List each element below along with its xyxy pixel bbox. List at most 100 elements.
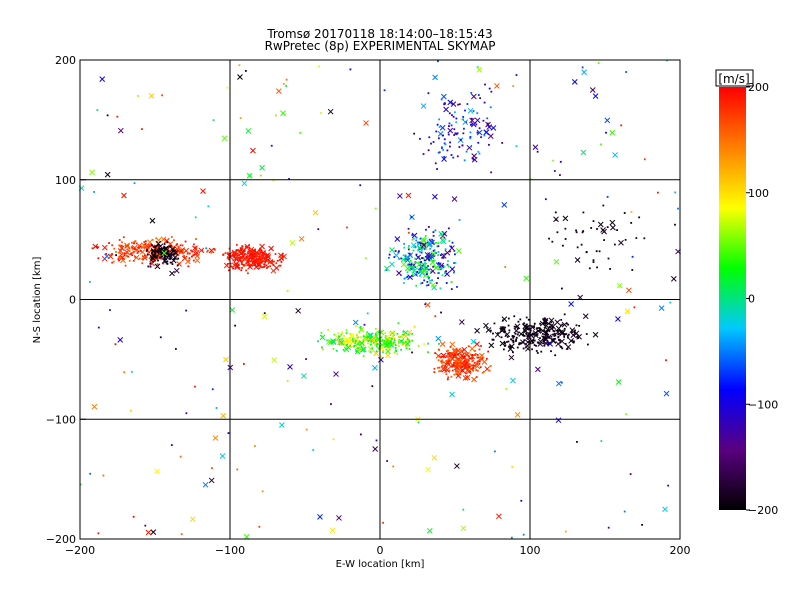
scatter-point	[445, 282, 448, 284]
scatter-point	[488, 87, 491, 90]
scatter-point	[134, 240, 137, 243]
x-axis-label: E-W location [km]	[336, 559, 425, 570]
scatter-point	[162, 262, 165, 265]
scatter-point-cross	[508, 343, 515, 350]
scatter-point	[410, 216, 413, 219]
scatter-point	[375, 332, 378, 335]
scatter-point	[167, 247, 170, 250]
scatter-point	[429, 279, 431, 282]
scatter-point	[344, 345, 347, 348]
scatter-point	[115, 250, 117, 253]
scatter-point-cross	[483, 129, 490, 136]
scatter-point	[346, 343, 348, 346]
scatter-point	[424, 303, 427, 306]
scatter-point	[426, 281, 429, 283]
scatter-point	[438, 342, 440, 345]
scatter-point	[452, 156, 455, 159]
scatter-point	[252, 252, 255, 255]
scatter-point	[371, 340, 374, 342]
scatter-point	[438, 126, 441, 128]
scatter-point	[453, 250, 456, 252]
scatter-point	[565, 322, 568, 325]
scatter-point	[336, 338, 339, 341]
scatter-point	[400, 257, 403, 260]
scatter-point	[166, 263, 169, 265]
scatter-point	[631, 255, 634, 258]
scatter-point	[480, 136, 482, 139]
scatter-point	[437, 245, 440, 248]
scatter-point	[364, 257, 367, 260]
scatter-point	[156, 252, 158, 255]
scatter-point	[629, 473, 632, 475]
scatter-point	[529, 329, 532, 332]
scatter-point	[317, 340, 319, 343]
scatter-point	[110, 253, 113, 256]
scatter-point	[515, 325, 518, 328]
scatter-point	[247, 261, 250, 264]
scatter-point	[522, 347, 525, 350]
scatter-point-cross	[136, 243, 143, 249]
scatter-point	[238, 266, 241, 269]
scatter-point-cross	[289, 239, 296, 246]
scatter-point	[455, 362, 458, 365]
scatter-point-cross	[101, 244, 108, 251]
scatter-point	[534, 334, 537, 337]
scatter-point	[250, 253, 253, 256]
scatter-point	[406, 338, 409, 341]
scatter-point	[89, 472, 92, 475]
scatter-point	[560, 381, 563, 384]
scatter-point	[165, 251, 168, 253]
scatter-point	[483, 134, 486, 137]
scatter-point	[263, 263, 266, 266]
scatter-point	[381, 339, 384, 341]
scatter-point-cross	[449, 341, 456, 348]
scatter-point	[539, 322, 541, 325]
scatter-point	[525, 316, 528, 319]
scatter-point	[450, 354, 453, 357]
scatter-point	[453, 352, 456, 355]
scatter-point	[606, 195, 609, 198]
scatter-point	[530, 325, 533, 328]
scatter-point	[201, 249, 204, 252]
scatter-point	[215, 407, 218, 409]
scatter-point	[497, 332, 499, 335]
scatter-point	[438, 366, 441, 369]
scatter-point	[476, 360, 479, 363]
scatter-point	[464, 360, 467, 363]
scatter-point	[475, 376, 478, 378]
scatter-point	[180, 251, 182, 254]
scatter-point	[247, 258, 250, 261]
scatter-point	[471, 357, 474, 360]
scatter-point	[138, 257, 141, 260]
scatter-point	[566, 335, 569, 337]
scatter-point	[667, 484, 670, 487]
scatter-point	[630, 211, 633, 213]
scatter-point	[262, 254, 265, 257]
scatter-point-cross	[469, 117, 475, 124]
scatter-point	[551, 339, 554, 342]
scatter-point	[560, 287, 563, 290]
scatter-point	[132, 251, 134, 254]
scatter-point	[633, 306, 636, 309]
scatter-point	[564, 342, 567, 345]
scatter-point	[342, 348, 345, 351]
scatter-point	[161, 94, 164, 97]
y-tick-label: 0	[69, 294, 76, 307]
scatter-point	[374, 207, 377, 210]
scatter-point-cross	[547, 340, 554, 347]
scatter-point	[439, 287, 442, 290]
colorbar-label: [m/s]	[718, 72, 749, 86]
scatter-point	[161, 255, 164, 258]
scatter-point	[463, 159, 466, 162]
scatter-point	[406, 263, 409, 266]
scatter-point	[418, 250, 421, 253]
scatter-point	[155, 237, 158, 240]
scatter-point	[449, 250, 451, 253]
scatter-point	[514, 332, 517, 335]
scatter-point	[564, 530, 567, 533]
scatter-point-cross	[580, 149, 587, 156]
scatter-point	[102, 474, 105, 477]
scatter-point	[135, 249, 137, 252]
scatter-point	[397, 345, 400, 347]
scatter-point	[390, 342, 392, 345]
